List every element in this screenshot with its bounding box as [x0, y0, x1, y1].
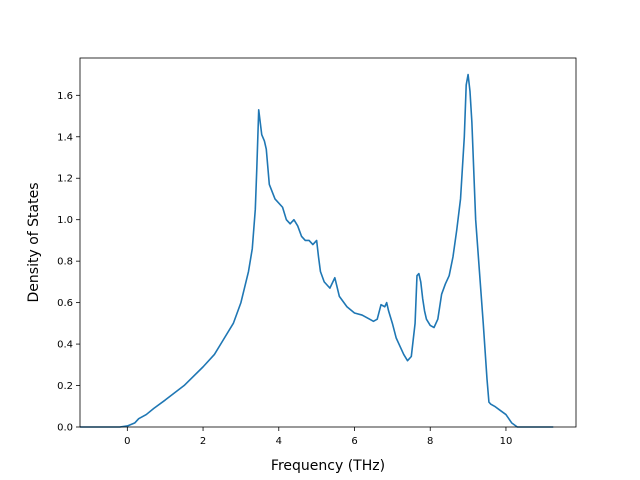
y-tick-label: 0.4: [57, 340, 73, 351]
x-tick-label: 4: [276, 436, 282, 447]
plot-frame: [79, 57, 577, 428]
y-tick-label: 1.4: [57, 132, 73, 143]
dos-series-line: [80, 73, 554, 428]
y-axis-label: Density of States: [26, 183, 42, 303]
y-tick-label: 0.8: [57, 257, 73, 268]
x-tick-label: 2: [200, 436, 206, 447]
y-tick-label: 1.0: [57, 215, 73, 226]
plot-area: [80, 73, 554, 428]
y-tick-label: 0.0: [57, 423, 73, 434]
x-axis-ticks: 0 2 4 6 8 10: [124, 427, 512, 447]
y-tick-label: 1.6: [57, 91, 73, 102]
x-tick-label: 0: [124, 436, 130, 447]
x-axis-label: Frequency (THz): [271, 458, 385, 474]
y-tick-label: 1.2: [57, 174, 73, 185]
y-axis-ticks: 0.0 0.2 0.4 0.6 0.8 1.0 1.2 1.4 1.6: [57, 91, 80, 434]
x-tick-label: 6: [351, 436, 357, 447]
x-tick-label: 10: [500, 436, 513, 447]
y-tick-label: 0.6: [57, 298, 73, 309]
x-tick-label: 8: [427, 436, 433, 447]
y-tick-label: 0.2: [57, 381, 73, 392]
